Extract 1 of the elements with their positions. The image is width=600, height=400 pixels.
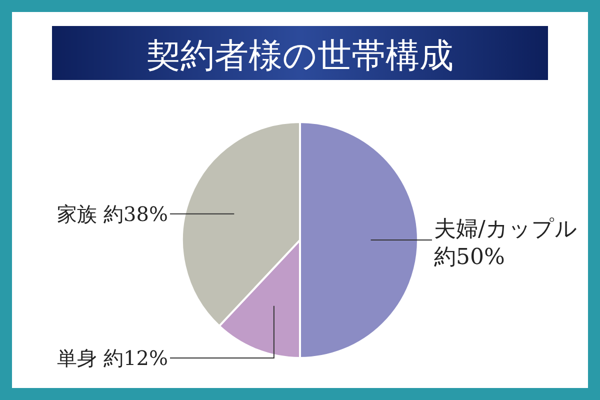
title: 契約者様の世帯構成 [146,36,454,76]
